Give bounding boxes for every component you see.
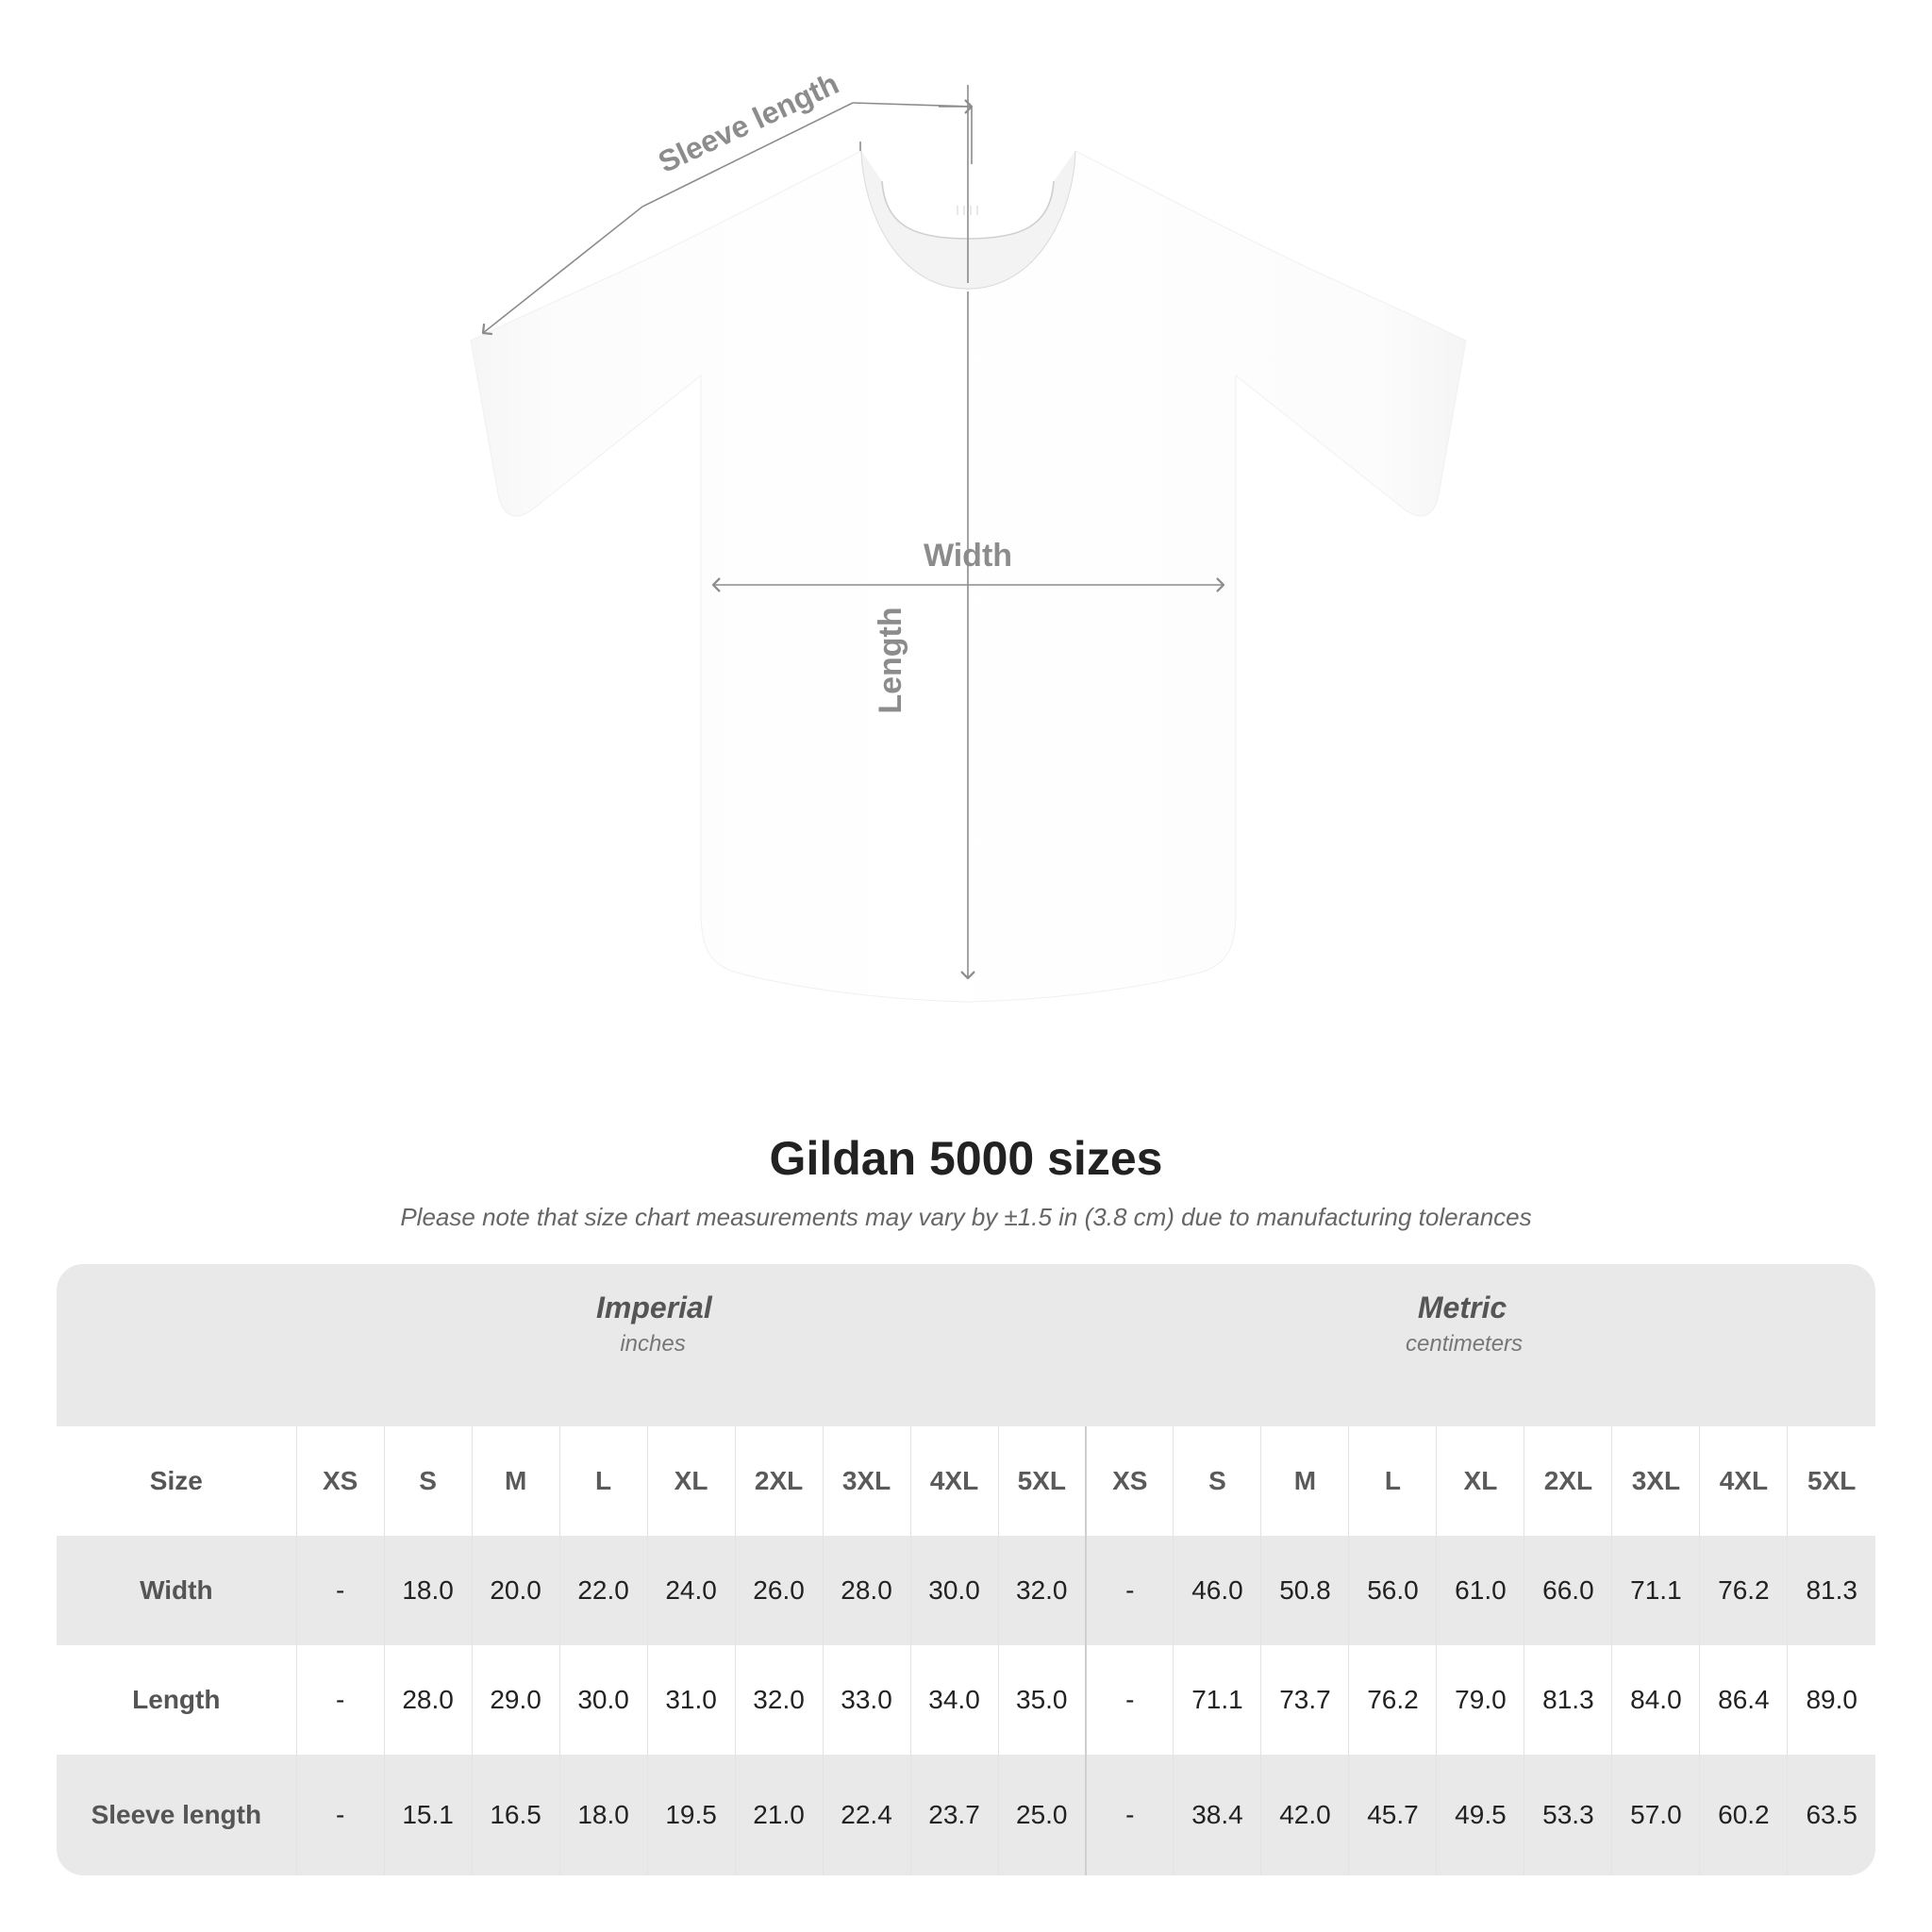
svg-text:Sleeve length: Sleeve length [653, 66, 843, 179]
svg-text:Length: Length [873, 607, 908, 713]
svg-text:Width: Width [924, 538, 1012, 574]
